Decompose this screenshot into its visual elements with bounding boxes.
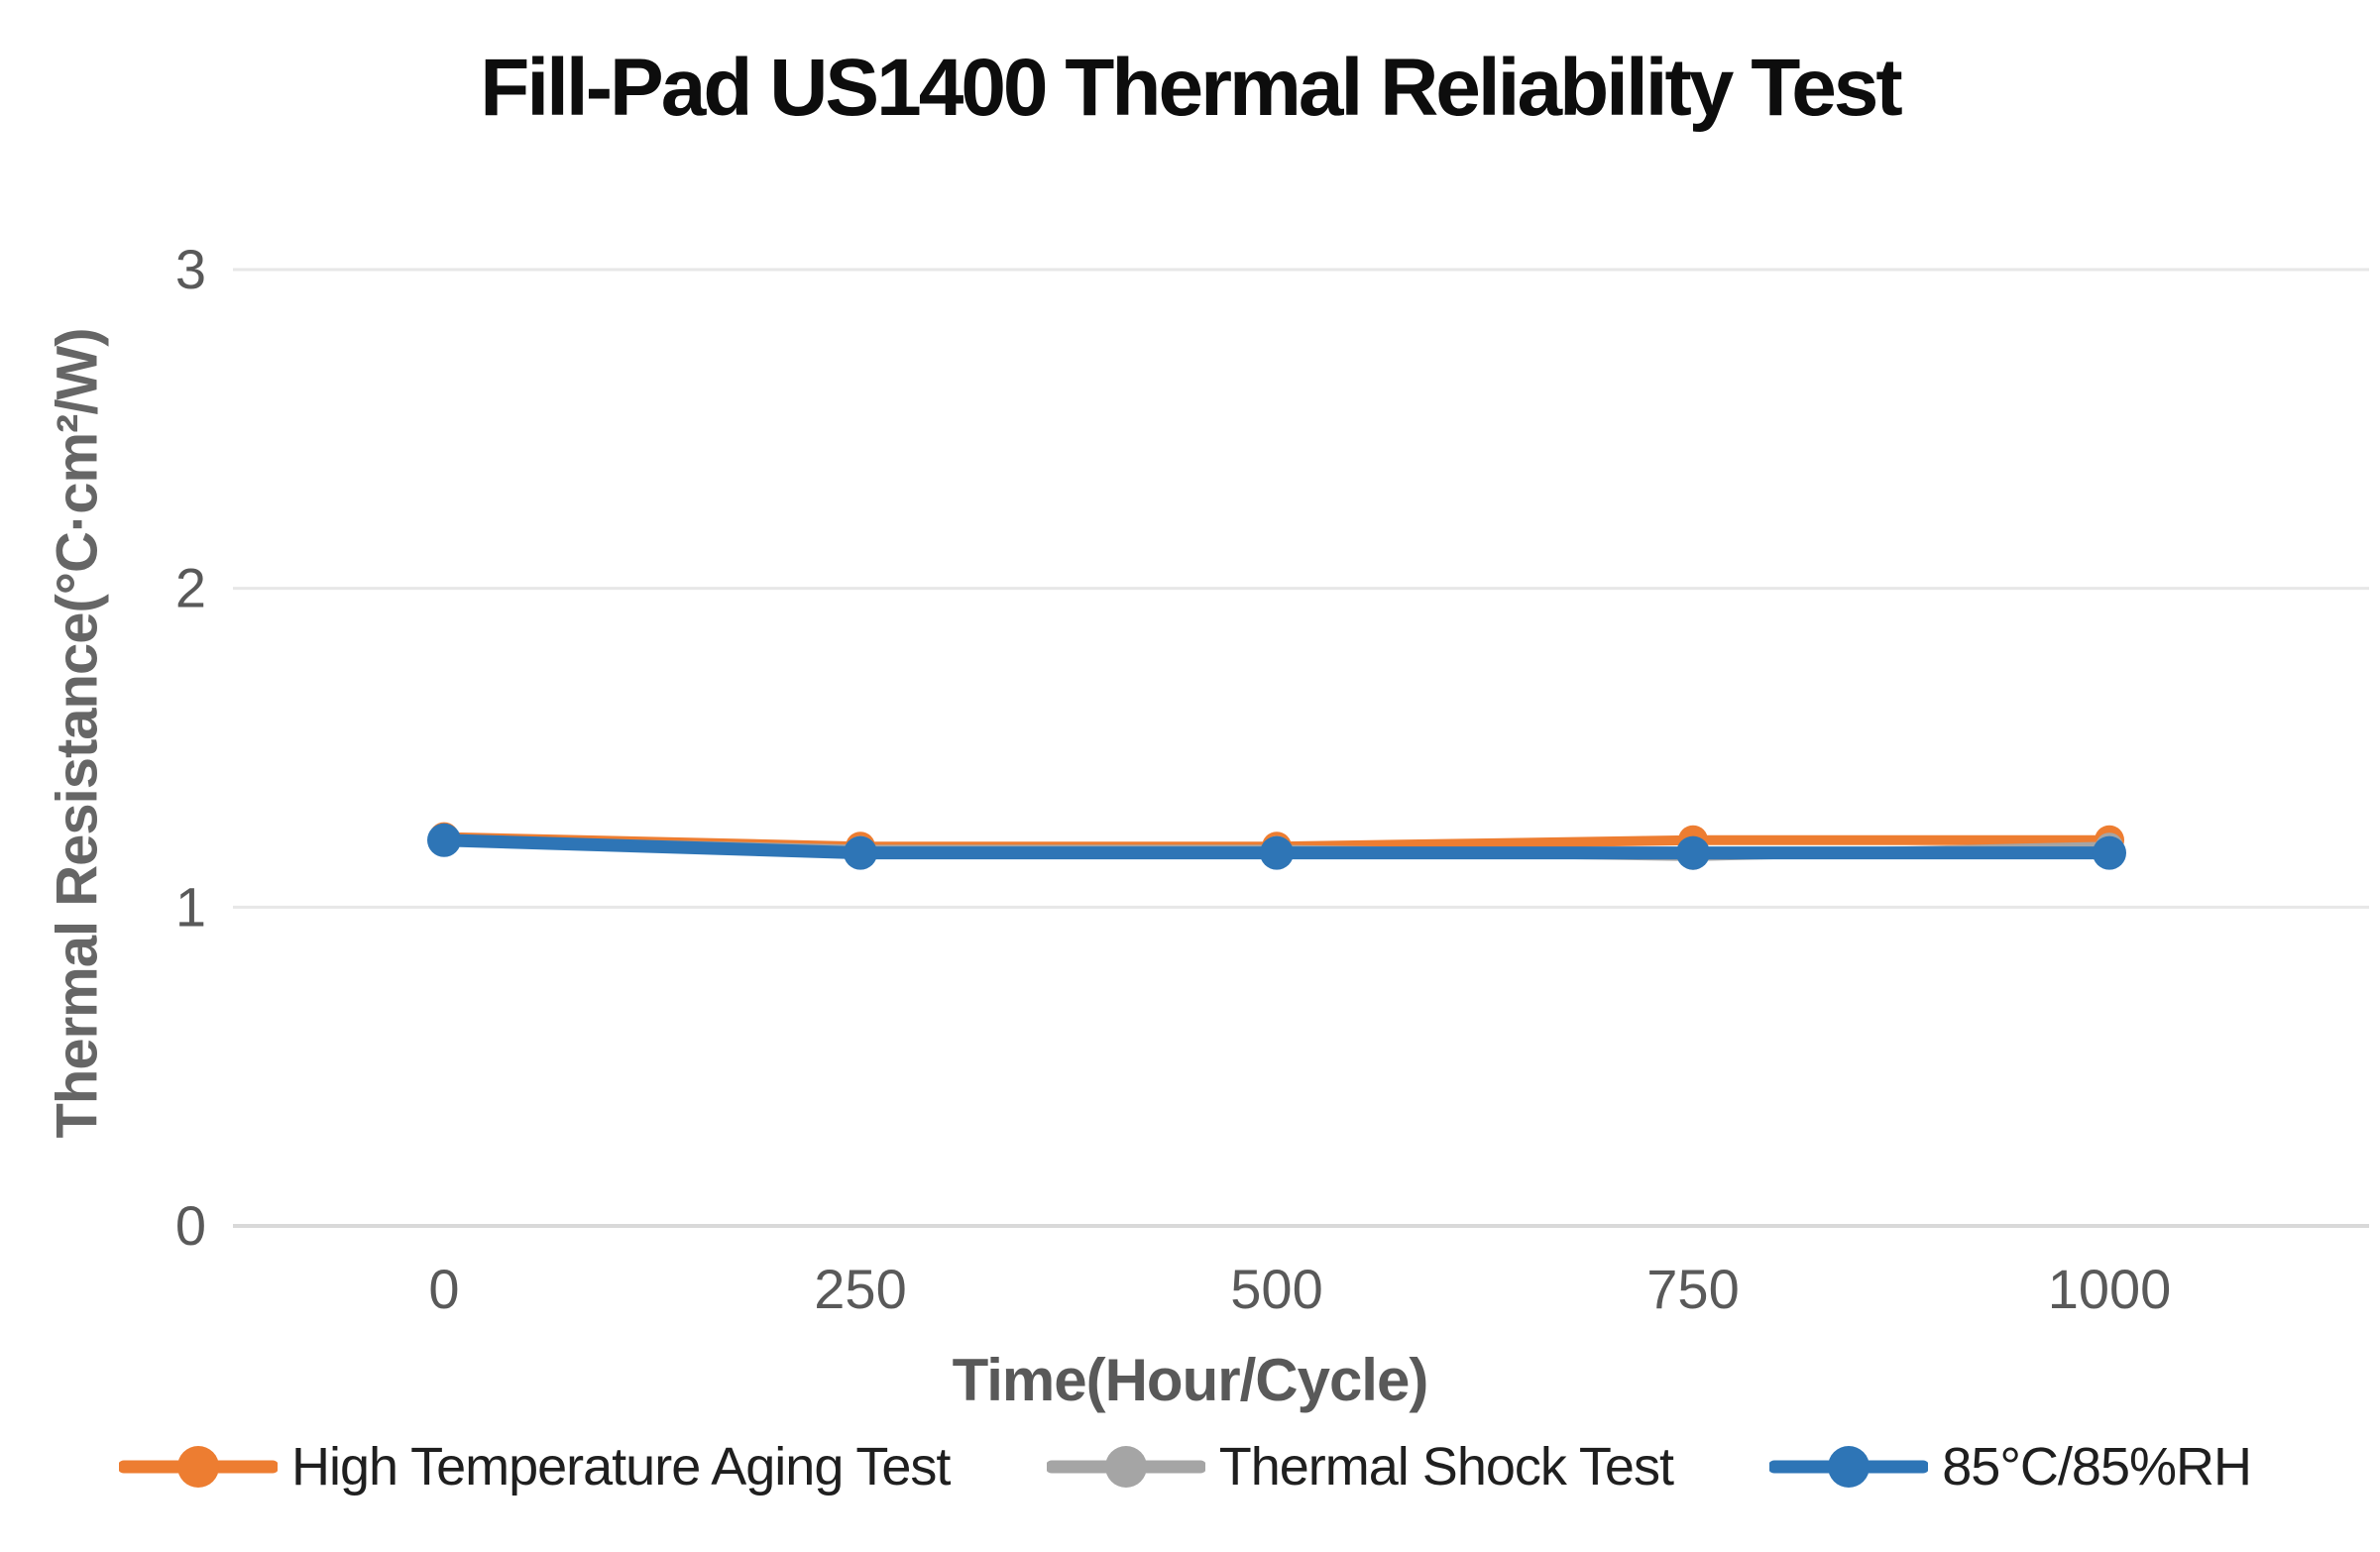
y-tick-label-1: 1 — [175, 875, 206, 938]
legend-marker-high-temperature-aging-test-icon — [119, 1446, 278, 1488]
legend-item-high-temperature-aging-test: High Temperature Aging Test — [119, 1435, 951, 1498]
x-tick-label-750: 750 — [1646, 1258, 1739, 1320]
y-tick-label-2: 2 — [175, 557, 206, 619]
y-tick-label-3: 3 — [175, 238, 206, 300]
legend-item-thermal-shock-test: Thermal Shock Test — [1046, 1435, 1674, 1498]
data-point-85-c-85-rh-250 — [844, 835, 877, 870]
x-axis-title: Time(Hour/Cycle) — [952, 1347, 1429, 1413]
data-point-85-c-85-rh-1000 — [2093, 835, 2126, 870]
x-tick-label-500: 500 — [1230, 1258, 1322, 1320]
legend: High Temperature Aging Test Thermal Shock… — [119, 1435, 2252, 1498]
legend-label: Thermal Shock Test — [1218, 1437, 1674, 1497]
plot-area: 0 1 2 3 0 250 500 750 1000 — [175, 238, 2369, 1320]
data-point-85-c-85-rh-0 — [427, 823, 461, 857]
chart-title: Fill-Pad US1400 Thermal Reliability Test — [480, 43, 1902, 133]
data-point-85-c-85-rh-500 — [1260, 835, 1294, 870]
legend-label: High Temperature Aging Test — [291, 1437, 951, 1497]
data-point-85-c-85-rh-750 — [1676, 835, 1710, 870]
legend-item-85-c-85-rh: 85°C/85%RH — [1769, 1435, 2252, 1498]
legend-marker-thermal-shock-test-icon — [1046, 1446, 1205, 1488]
y-tick-label-0: 0 — [175, 1194, 206, 1257]
legend-label: 85°C/85%RH — [1942, 1437, 2252, 1497]
legend-marker-85-c-85-rh-icon — [1769, 1446, 1929, 1488]
x-tick-label-0: 0 — [428, 1258, 459, 1320]
x-tick-label-250: 250 — [814, 1258, 906, 1320]
x-tick-label-1000: 1000 — [2048, 1258, 2172, 1320]
